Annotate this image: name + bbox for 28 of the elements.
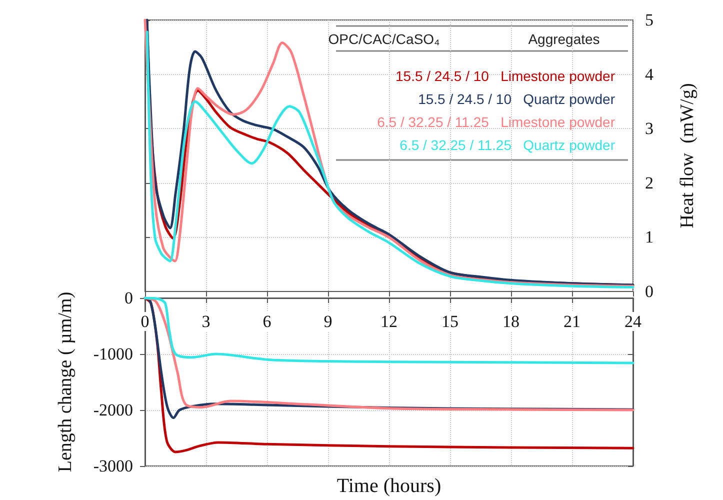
text: 6.5 / 32.25 / 11.25 Limestone powder xyxy=(377,114,616,130)
x-axis-title: Time (hours) xyxy=(336,475,442,497)
x-tick-label: 3 xyxy=(202,312,210,331)
y-tick-label: 0 xyxy=(124,288,133,308)
y2-tick-label: 0 xyxy=(645,282,654,301)
x-tick-label: 0 xyxy=(140,312,150,331)
y-tick-label: -2000 xyxy=(93,400,133,420)
y2-tick-label: 3 xyxy=(645,119,654,138)
x-tick-label: 21 xyxy=(564,312,580,331)
text: 6.5 / 32.25 / 11.25 Quartz powder xyxy=(400,137,616,153)
y-tick-label: -3000 xyxy=(93,456,133,476)
x-tick-label: 9 xyxy=(324,312,332,331)
text: 15.5 / 24.5 / 10 Quartz powder xyxy=(418,91,616,107)
y-axis-title: Length change ( µm/m) xyxy=(55,292,76,472)
y2-tick-label: 1 xyxy=(645,228,654,247)
y2-tick-label: 2 xyxy=(645,173,654,192)
x-tick-label: 12 xyxy=(380,312,398,331)
x-tick-label: 15 xyxy=(442,312,458,331)
text: OPC/CAC/CaSO₄ xyxy=(328,31,440,47)
x-tick-label: 6 xyxy=(262,312,272,331)
x-tick-label: 24 xyxy=(624,312,642,331)
y-tick-label: -1000 xyxy=(93,344,133,364)
x-tick-label: 18 xyxy=(502,312,520,331)
text: Aggregates xyxy=(528,31,600,47)
y2-axis-title: Heat flow (mW/g) xyxy=(677,83,698,228)
text: 15.5 / 24.5 / 10 Limestone powder xyxy=(396,68,616,84)
y2-tick-label: 4 xyxy=(645,64,654,84)
y2-tick-label: 5 xyxy=(645,10,654,30)
